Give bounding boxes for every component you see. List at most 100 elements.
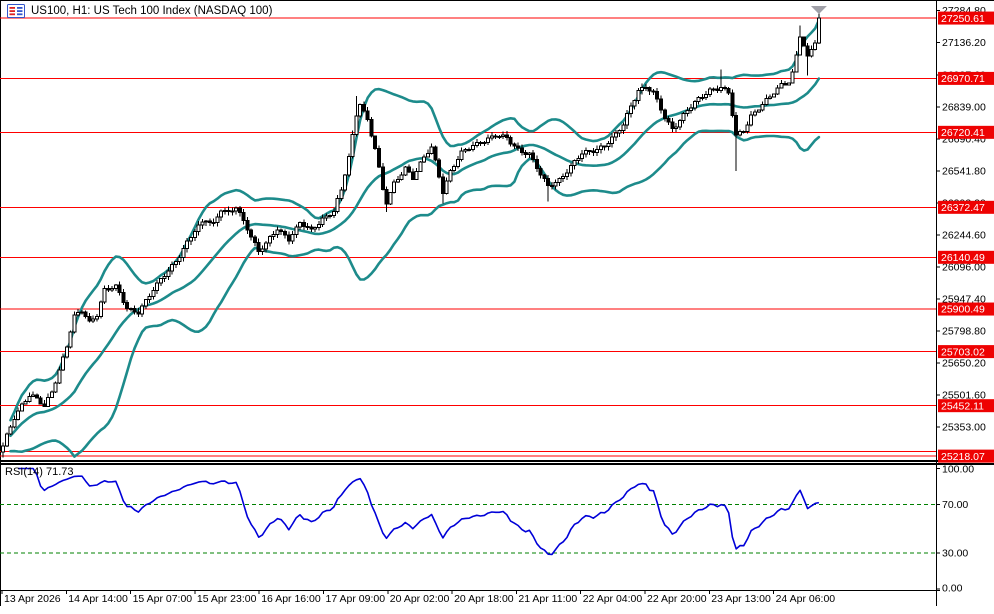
candle xyxy=(726,87,731,94)
candle xyxy=(215,216,220,223)
candle xyxy=(640,86,645,92)
candle xyxy=(741,131,746,134)
chart-title: US100, H1: US Tech 100 Index (NASDAQ 100… xyxy=(31,5,273,17)
candle xyxy=(662,109,667,119)
price-tick-label: 27136.20 xyxy=(942,37,986,49)
candle xyxy=(204,220,209,223)
time-tick-label: 20 Apr 18:00 xyxy=(454,593,514,605)
candle xyxy=(249,229,254,238)
price-level-label: 25452.11 xyxy=(941,400,984,412)
candle xyxy=(768,96,773,100)
candle xyxy=(294,226,299,236)
candle xyxy=(230,210,235,213)
candle xyxy=(147,295,152,301)
candle xyxy=(512,143,517,147)
candle xyxy=(373,135,378,149)
candle xyxy=(553,181,558,187)
time-tick-label: 16 Apr 16:00 xyxy=(261,593,321,605)
price-tick-label: 26839.00 xyxy=(942,101,986,113)
candle xyxy=(358,103,363,117)
candle xyxy=(568,165,573,174)
candle xyxy=(549,185,554,188)
candle xyxy=(497,135,502,138)
candle xyxy=(798,36,803,56)
candle xyxy=(583,149,588,155)
candle xyxy=(72,314,77,333)
candle xyxy=(271,233,276,238)
candle xyxy=(128,307,133,310)
candle xyxy=(647,87,652,92)
candle xyxy=(440,176,445,194)
time-axis[interactable] xyxy=(0,590,937,614)
candle xyxy=(316,223,321,229)
candle xyxy=(42,403,47,407)
price-level-label: 25900.49 xyxy=(941,304,985,316)
price-level-label-bg xyxy=(938,250,994,264)
rsi-tick-label: 30.00 xyxy=(942,547,968,559)
time-tick-label: 15 Apr 07:00 xyxy=(133,593,193,605)
candle xyxy=(467,148,472,151)
bollinger-lower-band xyxy=(9,129,821,458)
candle xyxy=(722,87,727,90)
candle xyxy=(158,278,163,284)
panel-separator[interactable] xyxy=(0,460,994,462)
candle xyxy=(561,175,566,179)
price-axis[interactable] xyxy=(936,0,994,590)
price-tick-label: 25798.80 xyxy=(942,325,986,337)
candle xyxy=(474,142,479,146)
price-tick-label: 26096.00 xyxy=(942,261,986,273)
candle xyxy=(433,146,438,161)
candle xyxy=(170,263,175,272)
current-price-label-bg xyxy=(938,11,994,25)
candle xyxy=(504,134,509,139)
candles xyxy=(1,10,821,458)
candle xyxy=(689,107,694,112)
candle xyxy=(343,174,348,191)
candle xyxy=(245,219,250,231)
candle xyxy=(38,397,43,405)
candle xyxy=(241,212,246,221)
candle xyxy=(125,301,130,310)
candle xyxy=(102,288,107,303)
candle xyxy=(256,241,261,252)
candle xyxy=(471,144,475,150)
candle xyxy=(1,445,5,453)
candle xyxy=(444,180,449,194)
candle xyxy=(576,157,581,161)
candle xyxy=(290,234,295,242)
price-tick-label: 25353.00 xyxy=(942,422,986,434)
chart-shift-marker-icon[interactable] xyxy=(810,6,827,14)
bollinger-upper-band xyxy=(9,18,821,422)
candle xyxy=(557,177,562,183)
candle xyxy=(771,93,776,98)
candle xyxy=(31,394,36,397)
candle xyxy=(685,110,690,115)
panel-separator[interactable] xyxy=(0,463,994,465)
candle xyxy=(707,88,712,95)
candle xyxy=(565,172,569,177)
candle xyxy=(410,171,415,181)
candle xyxy=(252,236,257,243)
time-tick-label: 24 Apr 06:00 xyxy=(776,593,836,605)
candle xyxy=(192,230,197,238)
time-tick-label: 21 Apr 11:00 xyxy=(518,593,577,605)
candle xyxy=(166,270,171,277)
candle xyxy=(482,142,487,145)
candle xyxy=(478,142,483,145)
candle xyxy=(700,96,705,99)
candle xyxy=(49,391,54,398)
candle xyxy=(275,229,280,235)
candle xyxy=(730,92,735,117)
candle xyxy=(425,153,430,158)
rsi-line xyxy=(18,467,820,556)
candle xyxy=(407,166,412,173)
rsi-panel xyxy=(0,467,936,556)
candle xyxy=(46,396,51,407)
candle xyxy=(696,97,701,103)
price-level-label: 26372.47 xyxy=(941,202,985,214)
candle xyxy=(87,316,92,322)
candle xyxy=(136,311,141,315)
candle xyxy=(745,124,750,133)
